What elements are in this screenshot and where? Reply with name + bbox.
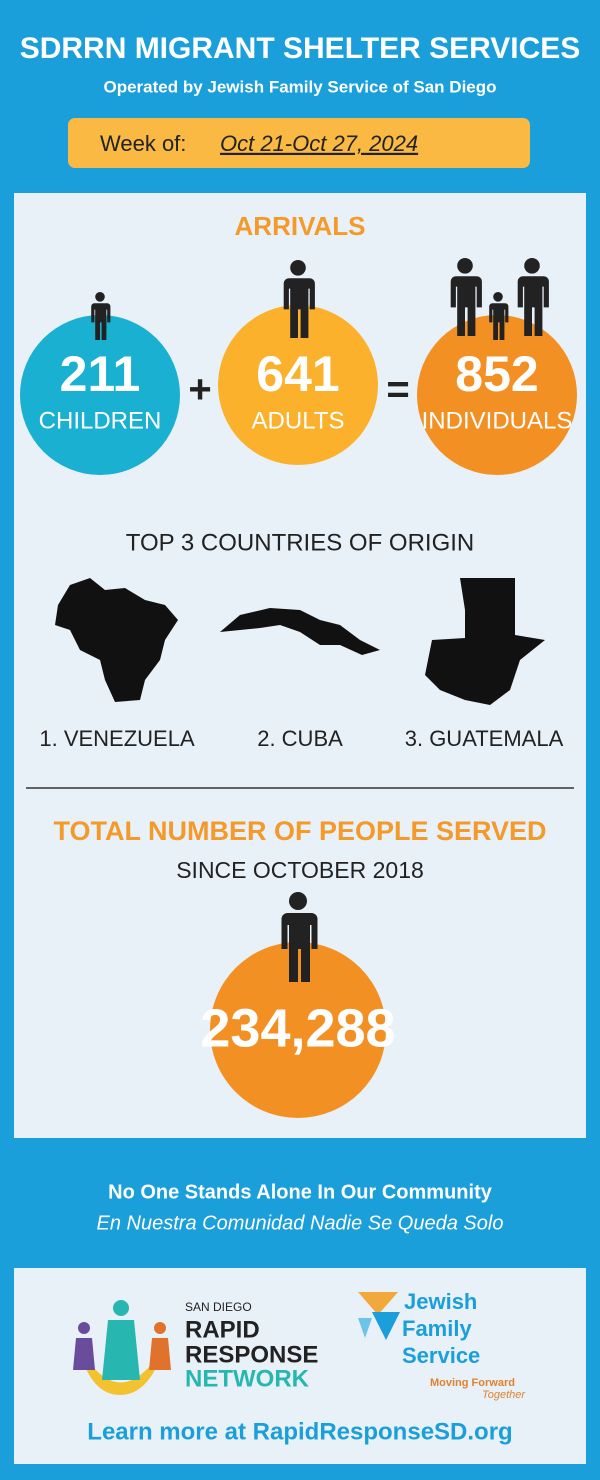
served-number: 234,288	[200, 998, 395, 1058]
week-dates: Oct 21-Oct 27, 2024	[220, 131, 418, 156]
adults-number: 641	[256, 346, 339, 402]
cuba-shape	[220, 608, 380, 655]
title: SDRRN MIGRANT SHELTER SERVICES	[20, 32, 581, 65]
tagline-spanish: En Nuestra Comunidad Nadie Se Queda Solo	[97, 1212, 504, 1234]
logo-figure	[78, 1322, 90, 1334]
venezuela-shape	[55, 578, 178, 702]
logo-triangle	[358, 1318, 372, 1338]
rrn-text: SAN DIEGO	[185, 1300, 252, 1314]
logo-figure	[73, 1338, 95, 1370]
jfs-logo	[358, 1292, 400, 1340]
country-label: 1. VENEZUELA	[39, 726, 195, 751]
rrn-text: RAPID	[185, 1316, 260, 1343]
plus-sign: +	[188, 368, 211, 412]
week-box	[68, 118, 530, 168]
guatemala-shape	[425, 578, 545, 705]
country-label: 3. GUATEMALA	[405, 726, 564, 751]
jfs-text: Jewish	[404, 1289, 477, 1314]
logo-figure	[102, 1320, 140, 1380]
jfs-motto: Moving Forward	[430, 1377, 515, 1389]
jfs-motto: Together	[482, 1389, 526, 1401]
rrn-logo	[73, 1300, 171, 1395]
individuals-label: INDIVIDUALS	[422, 407, 573, 434]
adults-circle	[218, 305, 378, 465]
children-number: 211	[60, 346, 141, 402]
children-circle	[20, 315, 180, 475]
jfs-text: Service	[402, 1343, 480, 1368]
individuals-circle	[417, 315, 577, 475]
countries-heading: TOP 3 COUNTRIES OF ORIGIN	[126, 529, 475, 556]
logo-swoosh	[78, 1345, 165, 1395]
jfs-text: Family	[402, 1316, 472, 1341]
rrn-text: RESPONSE	[185, 1341, 318, 1368]
children-label: CHILDREN	[39, 407, 162, 434]
logo-triangle	[372, 1312, 400, 1340]
tagline-english: No One Stands Alone In Our Community	[108, 1181, 493, 1203]
adults-label: ADULTS	[252, 407, 345, 434]
served-heading: TOTAL NUMBER OF PEOPLE SERVED	[53, 816, 546, 846]
arrivals-heading: ARRIVALS	[235, 211, 366, 241]
logo-figure	[113, 1300, 129, 1316]
logo-figure	[149, 1338, 171, 1370]
logo-figure	[154, 1322, 166, 1334]
equals-sign: =	[386, 368, 409, 412]
rrn-text: NETWORK	[185, 1365, 310, 1392]
served-circle	[210, 942, 386, 1118]
subtitle: Operated by Jewish Family Service of San…	[103, 77, 496, 96]
served-subheading: SINCE OCTOBER 2018	[176, 857, 424, 883]
learn-more-link[interactable]: Learn more at RapidResponseSD.org	[87, 1418, 512, 1445]
country-label: 2. CUBA	[257, 726, 343, 751]
week-label: Week of:	[100, 131, 186, 156]
logo-triangle	[358, 1292, 398, 1315]
individuals-number: 852	[455, 346, 538, 402]
